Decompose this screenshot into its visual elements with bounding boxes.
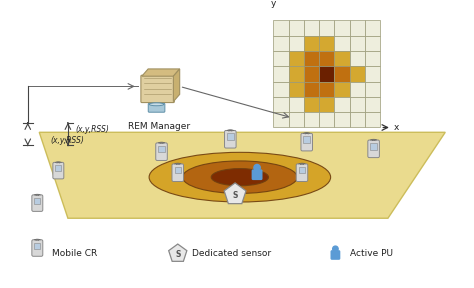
Bar — [34, 198, 40, 204]
Polygon shape — [173, 69, 180, 102]
Bar — [304, 97, 319, 112]
Bar — [34, 242, 40, 249]
Ellipse shape — [182, 161, 297, 194]
Bar — [289, 97, 304, 112]
Bar — [289, 66, 304, 82]
FancyBboxPatch shape — [252, 169, 263, 180]
Bar — [304, 112, 319, 128]
Bar — [350, 112, 365, 128]
Bar — [335, 66, 350, 82]
FancyBboxPatch shape — [32, 240, 43, 256]
Bar — [289, 112, 304, 128]
Bar — [304, 51, 319, 66]
Bar — [227, 133, 234, 140]
Bar — [365, 20, 380, 36]
Text: S: S — [232, 191, 238, 200]
Bar — [273, 97, 289, 112]
Bar — [365, 97, 380, 112]
Bar — [304, 66, 319, 82]
Bar — [350, 20, 365, 36]
Polygon shape — [224, 183, 246, 204]
Text: Mobile CR: Mobile CR — [52, 249, 97, 258]
FancyBboxPatch shape — [172, 164, 183, 181]
Bar — [350, 36, 365, 51]
Bar — [273, 36, 289, 51]
Circle shape — [254, 164, 260, 171]
Bar — [273, 51, 289, 66]
Bar — [273, 82, 289, 97]
Bar — [350, 51, 365, 66]
Polygon shape — [39, 132, 445, 218]
FancyBboxPatch shape — [141, 75, 174, 103]
Polygon shape — [142, 69, 180, 76]
Polygon shape — [169, 244, 187, 261]
Bar — [335, 97, 350, 112]
Bar — [304, 36, 319, 51]
Bar — [319, 51, 335, 66]
Text: (x,y,RSS): (x,y,RSS) — [75, 125, 109, 134]
Bar — [365, 51, 380, 66]
FancyBboxPatch shape — [301, 133, 312, 151]
Bar — [289, 82, 304, 97]
Ellipse shape — [149, 152, 331, 202]
FancyBboxPatch shape — [156, 143, 167, 160]
Bar — [299, 167, 305, 173]
Bar — [174, 167, 181, 173]
Text: Dedicated sensor: Dedicated sensor — [192, 249, 271, 258]
Bar — [335, 20, 350, 36]
Bar — [273, 20, 289, 36]
Bar — [365, 66, 380, 82]
Text: Active PU: Active PU — [350, 249, 393, 258]
Bar — [319, 36, 335, 51]
FancyBboxPatch shape — [296, 164, 308, 181]
Text: x: x — [394, 123, 399, 132]
Bar — [335, 36, 350, 51]
Text: (x,y,RSS): (x,y,RSS) — [51, 137, 84, 145]
Bar — [335, 51, 350, 66]
Bar — [365, 36, 380, 51]
Bar — [350, 66, 365, 82]
Bar — [350, 97, 365, 112]
Text: y: y — [271, 0, 276, 8]
FancyBboxPatch shape — [53, 162, 64, 179]
FancyBboxPatch shape — [32, 195, 43, 211]
FancyBboxPatch shape — [148, 103, 165, 112]
Bar — [304, 82, 319, 97]
Bar — [319, 97, 335, 112]
Bar — [273, 112, 289, 128]
FancyBboxPatch shape — [330, 250, 340, 260]
Bar — [365, 82, 380, 97]
Bar — [273, 66, 289, 82]
Bar — [289, 51, 304, 66]
Circle shape — [333, 246, 338, 251]
Bar — [158, 146, 165, 152]
Bar — [303, 136, 310, 143]
Bar — [370, 143, 377, 149]
Bar — [365, 112, 380, 128]
Bar — [335, 112, 350, 128]
Bar — [319, 20, 335, 36]
Bar — [319, 66, 335, 82]
FancyBboxPatch shape — [225, 130, 236, 148]
Bar — [289, 20, 304, 36]
Ellipse shape — [149, 103, 164, 106]
Bar — [304, 20, 319, 36]
Bar — [335, 82, 350, 97]
Bar — [350, 82, 365, 97]
Bar — [289, 36, 304, 51]
Ellipse shape — [211, 168, 269, 186]
Text: REM Manager: REM Manager — [128, 122, 190, 131]
Bar — [319, 112, 335, 128]
Bar — [55, 165, 61, 171]
Bar — [319, 82, 335, 97]
Text: S: S — [175, 250, 181, 259]
FancyBboxPatch shape — [368, 140, 379, 158]
